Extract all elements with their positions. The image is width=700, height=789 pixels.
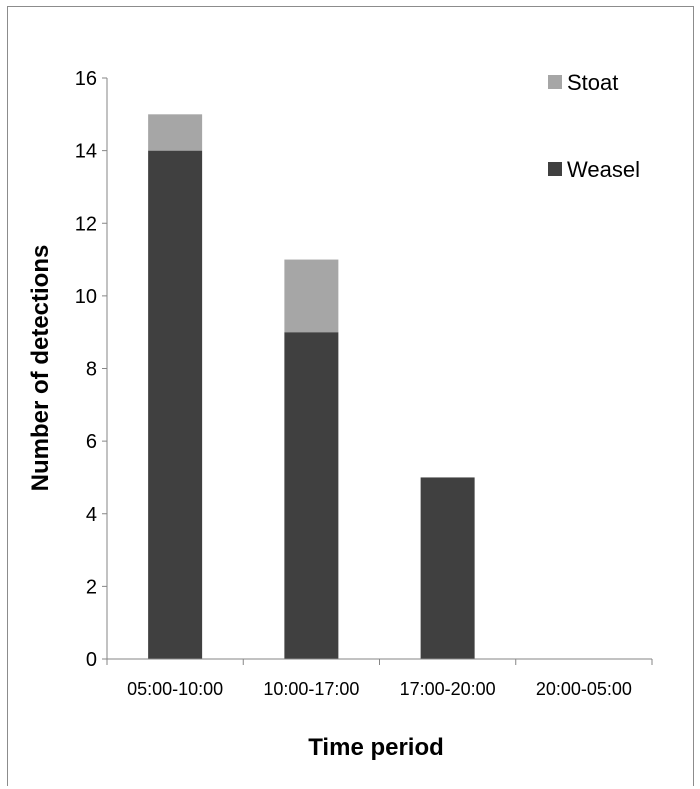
y-tick-label: 10 [75, 286, 97, 308]
y-tick-label: 6 [86, 431, 97, 453]
x-tick-label: 05:00-10:00 [127, 679, 223, 699]
y-axis-title: Number of detections [27, 245, 54, 492]
bars [148, 114, 475, 659]
axes [106, 78, 652, 660]
x-tick-label: 17:00-20:00 [400, 679, 496, 699]
x-axis-ticks: 05:00-10:00 10:00-17:00 17:00-20:00 20:00-0… [106, 659, 653, 699]
legend-label-stoat: Stoat [567, 70, 618, 95]
x-axis-title: Time period [308, 734, 444, 761]
legend-swatch-weasel [548, 162, 562, 176]
y-tick-label: 14 [75, 141, 97, 163]
chart-frame [7, 6, 694, 786]
x-tick-label: 20:00-05:00 [536, 679, 632, 699]
x-tick-label: 10:00-17:00 [263, 679, 359, 699]
y-axis-ticks: 0 2 4 6 8 10 12 14 16 [75, 68, 107, 671]
y-tick-label: 2 [86, 576, 97, 598]
bar-stoat-0 [148, 114, 203, 151]
y-tick-label: 4 [86, 504, 97, 526]
bar-weasel-2 [420, 477, 475, 659]
legend-swatch-stoat [548, 75, 562, 89]
legend-label-weasel: Weasel [567, 157, 640, 182]
bar-stoat-1 [284, 259, 339, 333]
y-tick-label: 12 [75, 213, 97, 235]
legend: Stoat Weasel [548, 70, 640, 182]
bar-weasel-0 [148, 150, 203, 659]
y-tick-label: 16 [75, 68, 97, 90]
y-tick-label: 8 [86, 359, 97, 381]
bar-weasel-1 [284, 332, 339, 659]
y-tick-label: 0 [86, 649, 97, 671]
